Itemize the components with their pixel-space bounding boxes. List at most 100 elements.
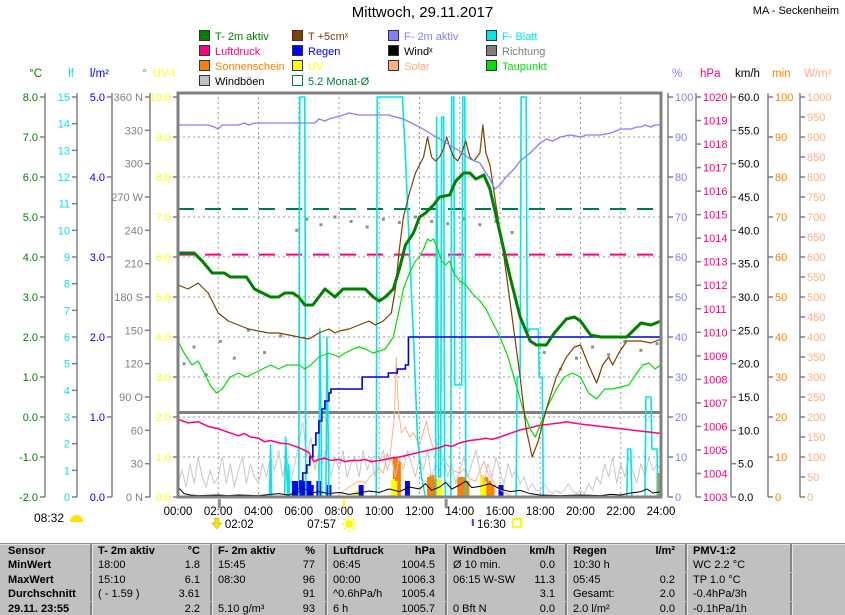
svg-text:6: 6 [64, 332, 70, 344]
svg-text:3: 3 [64, 412, 70, 424]
blue-tick-icon [471, 519, 474, 526]
svg-text:20:00: 20:00 [566, 506, 595, 518]
table-cell-empty [790, 602, 845, 615]
svg-text:150: 150 [125, 325, 143, 337]
legend-label: Windböen [215, 76, 265, 88]
svg-text:1.0: 1.0 [156, 452, 171, 464]
legend-label: Taupunkt [502, 61, 547, 73]
svg-text:55.0: 55.0 [738, 125, 759, 137]
svg-text:24:00: 24:00 [647, 506, 676, 518]
svg-text:900: 900 [807, 132, 825, 144]
series-richtung [182, 215, 659, 377]
svg-text:7: 7 [64, 305, 70, 317]
svg-text:250: 250 [807, 392, 825, 404]
moon-tick2-icon [444, 499, 448, 508]
svg-text:60: 60 [675, 252, 687, 264]
svg-text:60: 60 [775, 252, 787, 264]
svg-text:750: 750 [807, 192, 825, 204]
table-cell: Regen l/m² [565, 544, 685, 558]
svg-text:-2.0: -2.0 [19, 492, 38, 504]
svg-text:0.0: 0.0 [738, 492, 753, 504]
svg-text:4.0: 4.0 [23, 252, 38, 264]
svg-text:4.0: 4.0 [156, 332, 171, 344]
svg-text:UV-I: UV-I [153, 68, 175, 80]
stats-table: Sensor T- 2m aktiv °C F- 2m aktiv% Luftdruck… [0, 543, 845, 615]
svg-text:1012: 1012 [703, 280, 727, 292]
svg-text:1019: 1019 [703, 116, 727, 128]
legend-item[interactable]: F- Blatt [486, 30, 537, 43]
svg-text:14:00: 14:00 [445, 506, 474, 518]
svg-text:20: 20 [775, 412, 787, 424]
table-cell: 0 Bft N 0.0 [445, 602, 565, 615]
svg-text:650: 650 [807, 232, 825, 244]
x-axis-labels: 00:00 02:00 04:00 06:00 08:00 10:00 12:00 14:00… [164, 506, 676, 518]
svg-text:hPa: hPa [700, 68, 721, 80]
table-cell: TP 1.0 °C [685, 573, 790, 587]
legend-item[interactable]: UV [292, 60, 324, 73]
sunrise-time: 07:57 [307, 519, 336, 531]
table-row: 29.11. 23:55 2.2 5.10 g/m³ 93 6 h 1005.7 0 Bft… [0, 602, 845, 615]
legend-label: Sonnenschein [215, 61, 285, 73]
svg-text:%: % [672, 68, 682, 80]
legend-label: F- 2m aktiv [404, 31, 459, 43]
svg-text:1006: 1006 [703, 421, 727, 433]
station-name: MA - Seckenheim [752, 5, 839, 17]
svg-text:04:00: 04:00 [244, 506, 273, 518]
svg-text:3.0: 3.0 [23, 292, 38, 304]
svg-text:10: 10 [675, 452, 687, 464]
svg-text:11: 11 [59, 199, 70, 211]
legend-item[interactable]: Windˣ [388, 45, 433, 58]
legend-item[interactable]: Solar [388, 60, 430, 73]
legend-item[interactable]: Regen [292, 45, 340, 58]
table-cell: -0.1hPa/1h [685, 602, 790, 615]
svg-text:3.0: 3.0 [156, 372, 171, 384]
svg-text:400: 400 [807, 332, 825, 344]
svg-text:5: 5 [64, 359, 70, 371]
legend-item[interactable]: Taupunkt [486, 60, 547, 73]
legend-item[interactable]: 5.2 Monat-Ø [292, 75, 369, 88]
legend-item[interactable]: Luftdruck [199, 45, 260, 58]
series-taupunkt [178, 238, 661, 438]
svg-text:7.0: 7.0 [156, 212, 171, 224]
legend-item[interactable]: Richtung [486, 45, 546, 58]
svg-text:1005: 1005 [703, 445, 727, 457]
svg-text:450: 450 [807, 312, 825, 324]
table-cell: F- 2m aktiv% [210, 544, 325, 558]
svg-text:2.0: 2.0 [156, 412, 171, 424]
svg-text:30: 30 [675, 372, 687, 384]
svg-text:min: min [772, 68, 791, 80]
svg-text:700: 700 [807, 212, 825, 224]
svg-text:0: 0 [775, 492, 781, 504]
chart-canvas: °C 8.0 7.0 6.0 5.0 4.0 3.0 2.0 1.0 0.0 -1.0 -2.0 lf 1… [19, 68, 832, 532]
svg-text:100: 100 [675, 92, 693, 104]
table-row: Durchschnitt ( - 1.59 ) 3.61 91 ^0.6hPa/h 100… [0, 587, 845, 601]
legend-item[interactable]: T- 2m aktiv [199, 30, 269, 43]
svg-text:8.0: 8.0 [23, 92, 38, 104]
svg-text:30.0: 30.0 [738, 292, 759, 304]
svg-text:02:00: 02:00 [204, 506, 233, 518]
svg-text:12: 12 [58, 172, 70, 184]
axis-: ° 360 N 330 300 270 W 240 210 180 S 150 120 90 O 60… [111, 68, 151, 504]
svg-text:40.0: 40.0 [738, 225, 759, 237]
legend-label: UV [308, 61, 324, 73]
legend-item[interactable]: Windböen [199, 75, 265, 88]
series-t-5cm [178, 124, 661, 458]
legend-item[interactable]: T +5cmˣ [292, 30, 348, 43]
legend-label: Richtung [502, 46, 546, 58]
legend-item[interactable]: F- 2m aktiv [388, 30, 459, 43]
svg-text:22:00: 22:00 [606, 506, 635, 518]
svg-text:45.0: 45.0 [738, 192, 759, 204]
legend-label: Windˣ [404, 46, 433, 58]
moon-icon [70, 515, 84, 522]
svg-text:0: 0 [675, 492, 681, 504]
svg-text:km/h: km/h [735, 68, 760, 80]
svg-text:50: 50 [675, 292, 687, 304]
svg-text:200: 200 [807, 412, 825, 424]
svg-text:240: 240 [125, 225, 143, 237]
svg-text:1018: 1018 [703, 139, 727, 151]
svg-text:l/m²: l/m² [90, 68, 109, 80]
legend-swatch-icon [199, 45, 210, 56]
legend-swatch-icon [486, 60, 497, 71]
table-cell: 06:45 1004.5 [325, 558, 445, 572]
legend-item[interactable]: Sonnenschein [199, 60, 285, 73]
